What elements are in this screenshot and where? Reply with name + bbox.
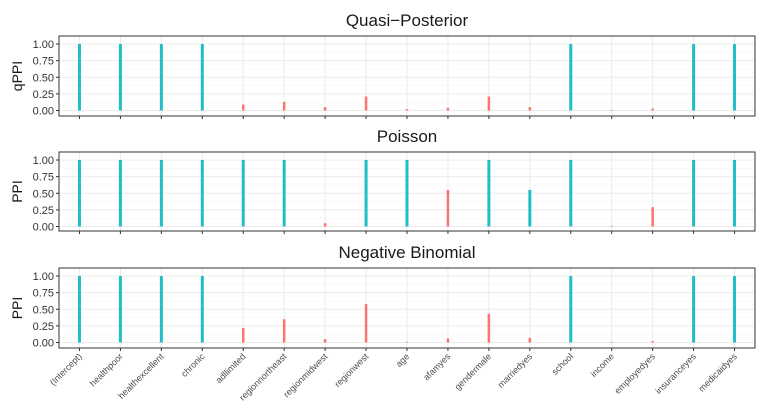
bar-adllimited (241, 160, 245, 227)
bar-medicaidyes (733, 160, 737, 227)
x-tick-label: regionwest (333, 351, 371, 389)
bar-healthpoor (118, 44, 122, 111)
panel-2: Poisson PPI 0.00 0.25 0.50 0.75 1.00 (9, 127, 756, 234)
bar-employedyes (651, 341, 654, 343)
panel-title: Quasi−Posterior (346, 11, 469, 30)
panel-title: Poisson (377, 127, 437, 146)
panel-3: Negative Binomial PPI 0.00 0.25 0.50 0.75 1.00 (9, 243, 756, 351)
bar-regionmidwest (323, 107, 327, 111)
x-tick-label: medicaidyes (696, 351, 739, 394)
bar-chronic (200, 276, 204, 343)
y-tick-label: 0.25 (33, 89, 54, 101)
bar-regionwest (364, 160, 368, 227)
y-tick-label: 0.50 (33, 304, 54, 316)
bar-healthexcellent (159, 44, 163, 111)
bar-intercept (77, 44, 81, 111)
bar-marriedyes (528, 337, 532, 343)
y-tick-label: 1.00 (33, 271, 54, 283)
bar-adllimited (241, 327, 245, 343)
x-tick-label: employedyes (612, 351, 657, 396)
x-tick-label: marriedyes (496, 351, 535, 390)
y-tick-label: 1.00 (33, 155, 54, 167)
bar-school (569, 44, 573, 111)
bar-healthpoor (118, 160, 122, 227)
bar-regionmidwest (323, 223, 327, 227)
bar-insuranceyes (692, 276, 696, 343)
bar-regionnortheast (282, 160, 286, 227)
x-tick-label: regionmidwest (281, 351, 329, 399)
y-tick-label: 0.75 (33, 288, 54, 300)
bar-marriedyes (528, 107, 532, 111)
bar-afamyes (446, 107, 450, 111)
bar-afamyes (446, 338, 450, 343)
bar-insuranceyes (692, 44, 696, 111)
panel-1: Quasi−Posterior qPPI 0.00 0.25 0.50 0.75 1.00 (9, 11, 756, 119)
bar-regionwest (364, 96, 368, 111)
bar-income (610, 225, 613, 227)
bar-gendermale (487, 313, 491, 343)
x-tick-label: school (550, 351, 575, 376)
x-tick-label: income (589, 351, 617, 379)
bar-afamyes (446, 189, 450, 227)
bar-regionnortheast (282, 319, 286, 343)
x-tick-label: adllimited (214, 351, 248, 385)
bar-intercept (77, 276, 81, 343)
x-tick-label: gendermale (453, 351, 494, 392)
y-tick-label: 0.75 (33, 172, 54, 184)
bar-income (610, 341, 613, 343)
y-tick-label: 0.00 (33, 106, 54, 118)
y-tick-label: 1.00 (33, 39, 54, 51)
bar-marriedyes (528, 189, 532, 227)
y-tick-label: 0.25 (33, 205, 54, 217)
y-tick-label: 0.75 (33, 56, 54, 68)
bar-age (405, 341, 409, 343)
bar-school (569, 276, 573, 343)
y-tick-label: 0.50 (33, 188, 54, 200)
bar-school (569, 160, 573, 227)
y-axis-label: PPI (9, 180, 25, 203)
bar-employedyes (651, 207, 654, 227)
x-tick-label: (Intercept) (48, 351, 84, 387)
bar-chronic (200, 44, 204, 111)
bar-chronic (200, 160, 204, 227)
bar-age (405, 160, 409, 227)
bar-gendermale (487, 96, 491, 111)
y-axis-label: PPI (9, 297, 25, 320)
bar-medicaidyes (733, 44, 737, 111)
x-tick-label: chronic (179, 351, 207, 379)
bar-regionmidwest (323, 339, 327, 343)
y-tick-label: 0.00 (33, 222, 54, 234)
bar-age (405, 109, 409, 111)
y-tick-label: 0.25 (33, 321, 54, 333)
bar-employedyes (651, 108, 654, 111)
x-tick-label: afamyes (421, 351, 452, 382)
bar-gendermale (487, 160, 491, 227)
bar-income (610, 109, 613, 111)
bar-medicaidyes (733, 276, 737, 343)
bar-regionnortheast (282, 101, 286, 111)
bar-healthexcellent (159, 276, 163, 343)
bar-healthexcellent (159, 160, 163, 227)
bar-healthpoor (118, 276, 122, 343)
x-tick-label: healthpoor (88, 351, 125, 388)
y-axis-label: qPPI (9, 61, 25, 91)
bar-insuranceyes (692, 160, 696, 227)
y-tick-label: 0.00 (33, 338, 54, 350)
panel-title: Negative Binomial (338, 243, 475, 262)
bar-adllimited (241, 104, 245, 111)
x-tick-label: insuranceyes (653, 351, 698, 396)
bar-intercept (77, 160, 81, 227)
x-tick-label: age (394, 351, 412, 369)
bar-regionwest (364, 303, 368, 343)
y-tick-label: 0.50 (33, 72, 54, 84)
